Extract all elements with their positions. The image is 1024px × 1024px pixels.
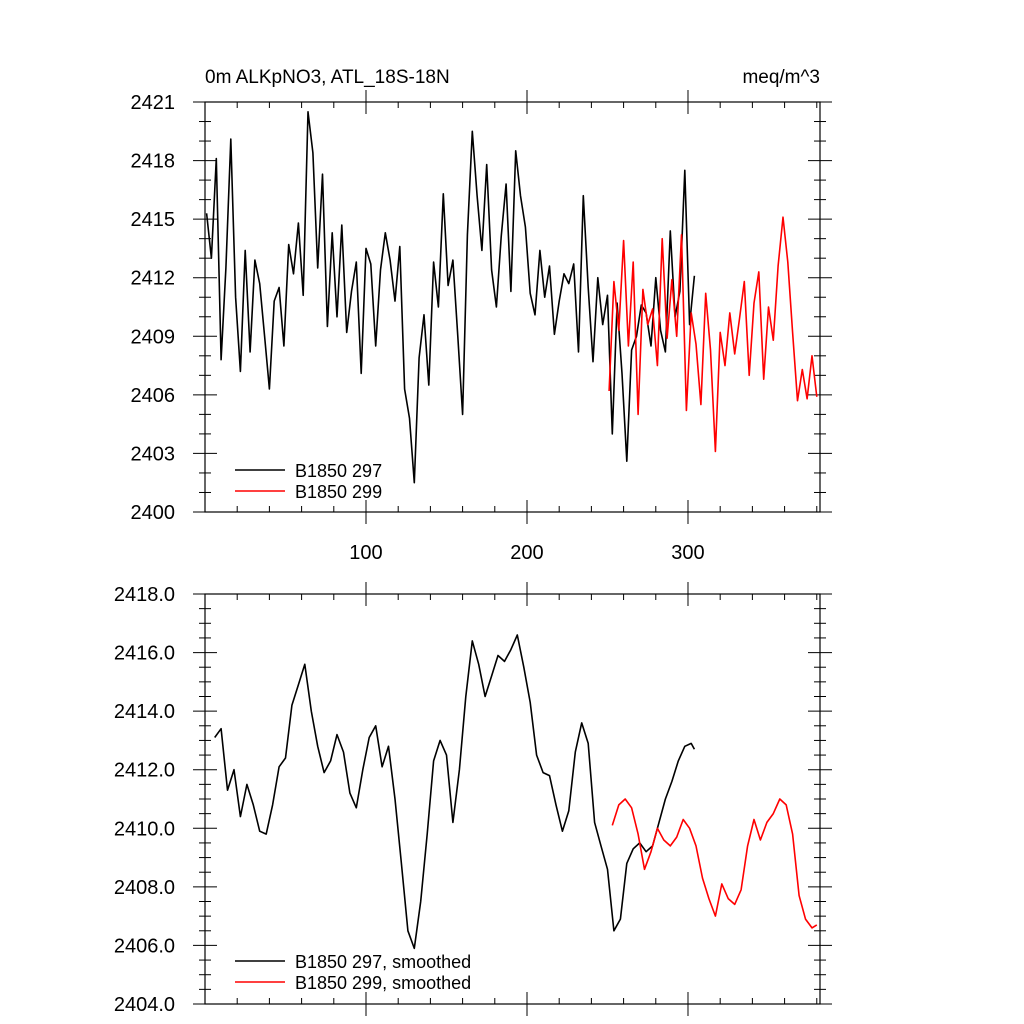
x-tick-label: 100 — [349, 542, 382, 564]
y-tick-label: 2406.0 — [114, 935, 175, 957]
bottom-panel-series — [214, 634, 818, 950]
y-tick-label: 2400 — [131, 502, 176, 524]
y-tick-label: 2408.0 — [114, 877, 175, 899]
legend-label-b1850-297: B1850 297 — [295, 461, 382, 481]
legend-label-b1850-299: B1850 299 — [295, 482, 382, 502]
legend-label-b1850-297-smoothed: B1850 297, smoothed — [295, 952, 471, 972]
y-tick-label: 2404.0 — [114, 994, 175, 1016]
y-tick-label: 2414.0 — [114, 701, 175, 723]
top-panel-ticks: 100 200 300 2400 2403 2406 2409 2412 2415 2418 242… — [131, 90, 832, 564]
top-panel-title-right: meq/m^3 — [742, 67, 820, 88]
top-panel: 0m ALKpNO3, ATL_18S-18N meq/m^3 100 200 30… — [131, 67, 832, 564]
bottom-panel-ticks: 2404.0 2406.0 2408.0 2410.0 2412.0 2414.0 2416… — [114, 582, 832, 1016]
bottom-panel-frame — [204, 593, 821, 1005]
bottom-panel-legend: B1850 297, smoothed B1850 299, smoothed — [235, 952, 471, 993]
y-tick-label: 2418 — [131, 151, 176, 173]
y-tick-label: 2410.0 — [114, 818, 175, 840]
y-tick-label: 2421 — [131, 92, 176, 114]
top-panel-legend: B1850 297 B1850 299 — [235, 461, 382, 502]
legend-label-b1850-299-smoothed: B1850 299, smoothed — [295, 973, 471, 993]
series-line-b1850-299-smoothed — [611, 798, 818, 929]
bottom-panel: 2404.0 2406.0 2408.0 2410.0 2412.0 2414.0 2416… — [114, 582, 832, 1016]
top-panel-title-left: 0m ALKpNO3, ATL_18S-18N — [205, 67, 450, 88]
y-tick-label: 2403 — [131, 443, 176, 465]
y-tick-label: 2416.0 — [114, 643, 175, 665]
y-tick-label: 2415 — [131, 209, 176, 231]
top-panel-frame — [204, 101, 821, 513]
y-tick-label: 2406 — [131, 385, 176, 407]
series-line-b1850-297 — [205, 111, 696, 484]
x-tick-label: 300 — [671, 542, 704, 564]
x-tick-label: 200 — [510, 542, 543, 564]
series-line-b1850-299 — [608, 216, 818, 453]
series-line-b1850-297-smoothed — [214, 634, 696, 950]
y-tick-label: 2418.0 — [114, 584, 175, 606]
top-panel-series — [205, 111, 818, 484]
y-tick-label: 2409 — [131, 326, 176, 348]
y-tick-label: 2412 — [131, 268, 176, 290]
y-tick-label: 2412.0 — [114, 760, 175, 782]
